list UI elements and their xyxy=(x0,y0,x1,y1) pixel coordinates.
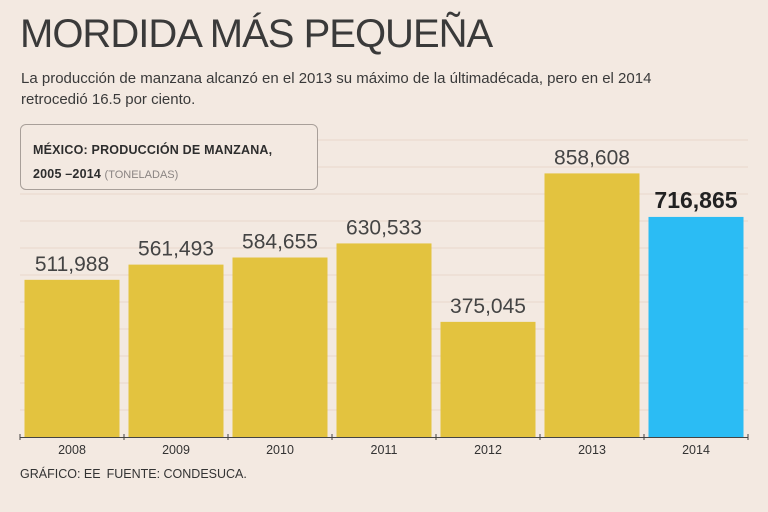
x-tick-label-2013: 2013 xyxy=(578,443,606,457)
chart-legend-box: MÉXICO: PRODUCCIÓN DE MANZANA, 2005 –201… xyxy=(20,124,318,190)
x-tick-label-2014: 2014 xyxy=(682,443,710,457)
data-label-2009: 561,493 xyxy=(138,238,214,261)
bar-2008 xyxy=(24,279,120,437)
legend-line-1: MÉXICO: PRODUCCIÓN DE MANZANA, xyxy=(33,143,273,157)
data-label-2008: 511,988 xyxy=(35,253,109,276)
chart-subtitle: La producción de manzana alcanzó en el 2… xyxy=(21,70,652,108)
bar-2011 xyxy=(336,243,432,437)
bar-2012 xyxy=(440,321,536,437)
data-labels: 511,988 561,493 584,655 630,533 375,045 858,6… xyxy=(35,146,738,317)
data-label-2014: 716,865 xyxy=(654,187,737,213)
x-tick-label-2008: 2008 xyxy=(58,443,86,457)
footer-credits: GRÁFICO: EE FUENTE: CONDESUCA. xyxy=(20,467,247,481)
data-label-2011: 630,533 xyxy=(346,216,422,239)
bar-2010 xyxy=(232,257,328,437)
footer-source: FUENTE: CONDESUCA. xyxy=(106,467,247,481)
x-tick-label-2010: 2010 xyxy=(266,443,294,457)
x-axis: 2008 2009 2010 2011 2012 2013 2014 xyxy=(19,434,749,457)
bar-2013 xyxy=(544,173,640,437)
data-label-2010: 584,655 xyxy=(242,231,318,254)
legend-units: (TONELADAS) xyxy=(104,169,179,181)
legend-period: 2005 –2014 xyxy=(33,167,102,181)
bar-2014 xyxy=(648,216,744,437)
footer-credit: GRÁFICO: EE xyxy=(20,467,101,481)
data-label-2013: 858,608 xyxy=(554,146,630,169)
data-label-2012: 375,045 xyxy=(450,295,526,318)
chart-title: MORDIDA MÁS PEQUEÑA xyxy=(20,12,493,56)
bar-2009 xyxy=(128,264,224,437)
x-tick-label-2012: 2012 xyxy=(474,443,502,457)
x-tick-label-2011: 2011 xyxy=(371,443,398,457)
bars xyxy=(24,173,744,437)
x-tick-label-2009: 2009 xyxy=(162,443,190,457)
